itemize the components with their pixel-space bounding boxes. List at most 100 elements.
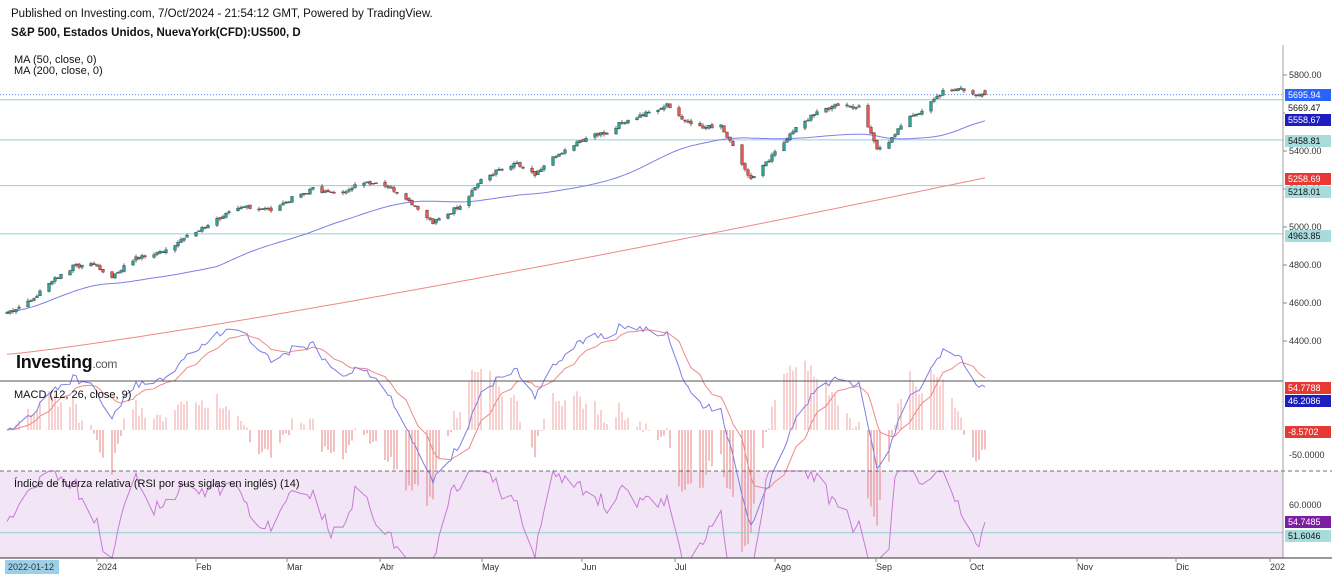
candle-body xyxy=(929,101,933,112)
candle-body xyxy=(806,119,810,122)
candle-body xyxy=(428,217,432,220)
price-tag-box xyxy=(1285,173,1331,185)
candle-body xyxy=(263,207,267,210)
candle-body xyxy=(866,105,870,128)
candle-body xyxy=(173,245,177,251)
price-tick-label: 4600.00 xyxy=(1289,298,1322,308)
time-tick-label: Dic xyxy=(1176,562,1189,572)
candle-body xyxy=(458,206,462,210)
candle-body xyxy=(980,93,984,97)
candle-body xyxy=(752,176,756,179)
time-tick-label: 202 xyxy=(1270,562,1285,572)
candle-body xyxy=(878,147,882,150)
candle-body xyxy=(656,110,660,112)
candle-body xyxy=(857,105,861,108)
candle-body xyxy=(302,193,306,195)
candle-body xyxy=(614,128,618,135)
candle-body xyxy=(110,271,114,278)
candle-body xyxy=(455,207,459,209)
candle-body xyxy=(953,89,957,91)
candle-body xyxy=(515,162,519,164)
candle-body xyxy=(536,170,540,175)
candle-body xyxy=(353,184,357,189)
price-tick-label: 5800.00 xyxy=(1289,70,1322,80)
candle-body xyxy=(404,193,408,200)
rsi-tag-box xyxy=(1285,530,1331,542)
macd-tag-label: 46.2086 xyxy=(1288,396,1321,406)
candle-body xyxy=(416,206,420,210)
candle-body xyxy=(452,207,456,214)
candle-body xyxy=(122,265,126,272)
rsi-indicator xyxy=(0,469,1283,559)
candle-body xyxy=(161,251,165,253)
candle-body xyxy=(386,185,390,188)
candle-body xyxy=(605,133,609,135)
candle-body xyxy=(134,256,138,261)
candle-body xyxy=(407,198,411,202)
candle-body xyxy=(329,191,333,193)
candle-body xyxy=(794,127,798,133)
candle-body xyxy=(152,254,156,258)
candle-body xyxy=(572,145,576,151)
candle-body xyxy=(113,273,117,279)
candle-body xyxy=(488,174,492,181)
candle-body xyxy=(269,207,273,212)
candle-body xyxy=(491,174,495,176)
price-tick-label: 4800.00 xyxy=(1289,260,1322,270)
candle-body xyxy=(599,132,603,136)
candle-body xyxy=(644,111,648,117)
candle-body xyxy=(830,106,834,110)
candle-body xyxy=(689,120,693,125)
candle-body xyxy=(239,207,243,209)
macd-tag-box xyxy=(1285,426,1331,438)
candle-body xyxy=(320,186,324,193)
candle-body xyxy=(194,231,198,237)
candle-body xyxy=(29,300,33,302)
price-tick-label: 4400.00 xyxy=(1289,336,1322,346)
candle-body xyxy=(203,227,207,229)
time-tick-label: Feb xyxy=(196,562,212,572)
investing-logo: Investing.com xyxy=(16,352,118,372)
start-date-label: 2022-01-12 xyxy=(8,562,54,572)
candle-body xyxy=(395,192,399,194)
candle-body xyxy=(362,182,366,186)
candle-body xyxy=(287,201,291,204)
candle-body xyxy=(323,190,327,193)
candle-body xyxy=(197,230,201,232)
candle-body xyxy=(371,183,375,185)
candle-body xyxy=(518,162,522,167)
start-date-box xyxy=(5,560,59,574)
candle-body xyxy=(311,187,315,190)
candle-body xyxy=(845,104,849,107)
candle-body xyxy=(899,125,903,130)
ma200-line xyxy=(6,177,986,355)
candle-body xyxy=(206,225,210,229)
candle-body xyxy=(908,115,912,128)
candle-body xyxy=(347,189,351,192)
candle-body xyxy=(560,153,564,155)
price-tag-label: 5258.69 xyxy=(1288,174,1321,184)
candle-body xyxy=(56,277,60,280)
candle-body xyxy=(635,117,639,121)
time-tick-label: Sep xyxy=(876,562,892,572)
candle-body xyxy=(308,188,312,195)
candle-body xyxy=(767,160,771,163)
candle-body xyxy=(950,89,954,92)
candle-body xyxy=(626,119,630,124)
price-tag-label: 5695.94 xyxy=(1288,90,1321,100)
candle-body xyxy=(281,202,285,206)
candle-body xyxy=(851,106,855,109)
candle-body xyxy=(413,205,417,207)
time-tick-label: Jul xyxy=(675,562,687,572)
candle-body xyxy=(449,213,453,215)
candle-body xyxy=(911,115,915,117)
candle-body xyxy=(938,95,942,97)
macd-tag-box xyxy=(1285,382,1331,394)
candle-body xyxy=(623,122,627,124)
macd-line xyxy=(6,322,986,526)
rsi-legend: Índice de fuerza relativa (RSI por sus s… xyxy=(14,478,300,490)
candlesticks[interactable] xyxy=(5,85,987,315)
candle-body xyxy=(920,110,924,115)
candle-body xyxy=(500,168,504,171)
